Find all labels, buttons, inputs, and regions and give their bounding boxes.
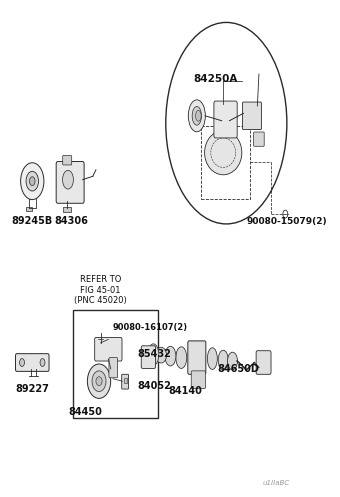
FancyBboxPatch shape — [188, 341, 206, 374]
FancyBboxPatch shape — [16, 354, 49, 371]
FancyBboxPatch shape — [122, 374, 129, 389]
Text: 84450: 84450 — [68, 407, 102, 416]
Ellipse shape — [195, 110, 201, 121]
FancyBboxPatch shape — [254, 132, 264, 146]
Ellipse shape — [205, 131, 242, 175]
Ellipse shape — [148, 344, 159, 365]
Bar — [63, 207, 71, 212]
Ellipse shape — [207, 348, 217, 369]
Text: 90080-16107(2): 90080-16107(2) — [113, 323, 188, 331]
Bar — [73, 310, 158, 418]
Text: REFER TO
FIG 45-01
(PNC 45020): REFER TO FIG 45-01 (PNC 45020) — [74, 275, 127, 305]
Ellipse shape — [165, 346, 176, 366]
Text: 85432: 85432 — [138, 349, 172, 359]
Ellipse shape — [63, 170, 73, 189]
FancyBboxPatch shape — [95, 337, 122, 361]
FancyBboxPatch shape — [242, 102, 261, 130]
Text: 89227: 89227 — [15, 384, 49, 394]
Text: 84250A: 84250A — [194, 74, 238, 84]
Ellipse shape — [30, 177, 35, 185]
Ellipse shape — [176, 347, 187, 368]
Bar — [202, 126, 250, 199]
FancyBboxPatch shape — [141, 346, 155, 368]
Text: 84650D: 84650D — [218, 364, 260, 374]
FancyBboxPatch shape — [256, 351, 271, 374]
FancyBboxPatch shape — [191, 371, 205, 389]
Ellipse shape — [87, 364, 110, 399]
Bar — [26, 207, 32, 211]
Ellipse shape — [192, 106, 202, 125]
FancyBboxPatch shape — [56, 162, 84, 203]
Text: 89245B: 89245B — [12, 217, 53, 227]
Circle shape — [19, 358, 24, 366]
Text: 84052: 84052 — [138, 381, 172, 391]
Ellipse shape — [21, 163, 44, 200]
FancyBboxPatch shape — [63, 156, 72, 165]
Ellipse shape — [26, 171, 38, 191]
Circle shape — [40, 358, 45, 366]
FancyBboxPatch shape — [214, 101, 237, 138]
Bar — [123, 378, 127, 383]
FancyBboxPatch shape — [109, 358, 118, 378]
Ellipse shape — [218, 350, 228, 370]
Ellipse shape — [156, 347, 167, 363]
Text: 84306: 84306 — [54, 217, 88, 227]
Ellipse shape — [92, 371, 106, 392]
Ellipse shape — [227, 352, 238, 370]
Ellipse shape — [188, 100, 205, 132]
Text: u1ΙΙaBC: u1ΙΙaBC — [262, 481, 290, 487]
Text: 90080-15079(2): 90080-15079(2) — [246, 217, 327, 226]
Ellipse shape — [96, 377, 102, 386]
Text: 84140: 84140 — [168, 386, 202, 396]
